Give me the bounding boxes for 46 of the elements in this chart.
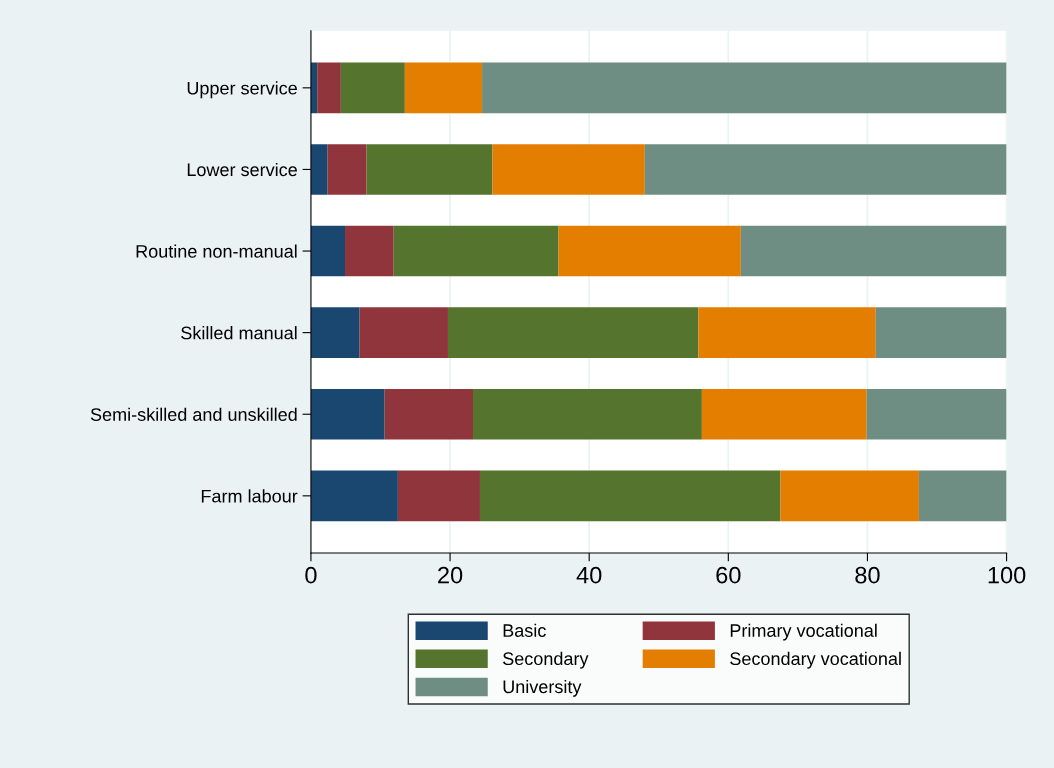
bar	[310, 144, 328, 195]
y-tick-label: Upper service	[187, 81, 297, 99]
legend-label: University	[503, 679, 582, 697]
bar	[310, 470, 398, 522]
bar	[447, 307, 699, 358]
bar	[482, 62, 1007, 114]
x-tick-label: 80	[855, 566, 880, 584]
bar	[366, 144, 493, 195]
bar	[310, 225, 346, 277]
bar	[492, 144, 645, 195]
y-tick-label: Farm labour	[201, 489, 298, 503]
bar	[780, 470, 919, 522]
bar	[473, 388, 702, 440]
bar	[310, 307, 360, 358]
bar	[345, 225, 394, 277]
legend-label: Secondary	[503, 651, 589, 669]
y-tick-label: Lower service	[187, 162, 297, 177]
bar	[479, 470, 781, 522]
bar	[698, 307, 876, 358]
legend-label: Primary vocational	[730, 623, 877, 641]
x-tick-label: 20	[438, 566, 463, 584]
bar	[740, 225, 1007, 277]
y-tick-label: Skilled manual	[181, 326, 297, 340]
bar	[866, 388, 1007, 440]
bar	[918, 470, 1007, 522]
bar	[397, 470, 480, 522]
x-tick-label: 0	[305, 566, 317, 584]
bar	[644, 144, 1007, 195]
legend-label: Basic	[503, 623, 546, 637]
bar	[404, 62, 483, 114]
bar	[340, 62, 405, 114]
bar	[558, 225, 741, 277]
x-tick-label: 60	[716, 566, 741, 584]
bar	[327, 144, 367, 195]
y-tick-label: Semi-skilled and unskilled	[90, 407, 297, 421]
bar	[384, 388, 474, 440]
bar	[310, 388, 385, 440]
bar	[875, 307, 1007, 358]
x-tick-label: 100	[988, 566, 1026, 584]
bar	[393, 225, 559, 277]
x-tick-label: 40	[576, 566, 602, 584]
bar	[317, 62, 341, 114]
bar	[701, 388, 867, 440]
legend-label: Secondary vocational	[730, 651, 901, 669]
y-tick-label: Routine non-manual	[136, 244, 297, 258]
bar	[359, 307, 448, 358]
